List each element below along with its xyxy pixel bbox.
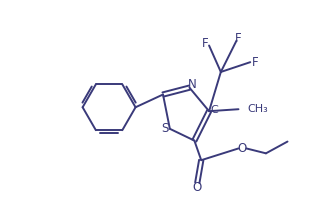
Text: C: C: [210, 105, 218, 115]
Text: F: F: [252, 56, 259, 69]
Text: CH₃: CH₃: [247, 104, 268, 114]
Text: S: S: [161, 122, 169, 135]
Text: F: F: [235, 32, 242, 45]
Text: O: O: [238, 142, 247, 155]
Text: O: O: [193, 181, 202, 194]
Text: N: N: [188, 78, 197, 91]
Text: F: F: [202, 37, 208, 50]
